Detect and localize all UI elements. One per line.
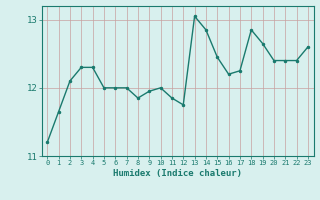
X-axis label: Humidex (Indice chaleur): Humidex (Indice chaleur)	[113, 169, 242, 178]
